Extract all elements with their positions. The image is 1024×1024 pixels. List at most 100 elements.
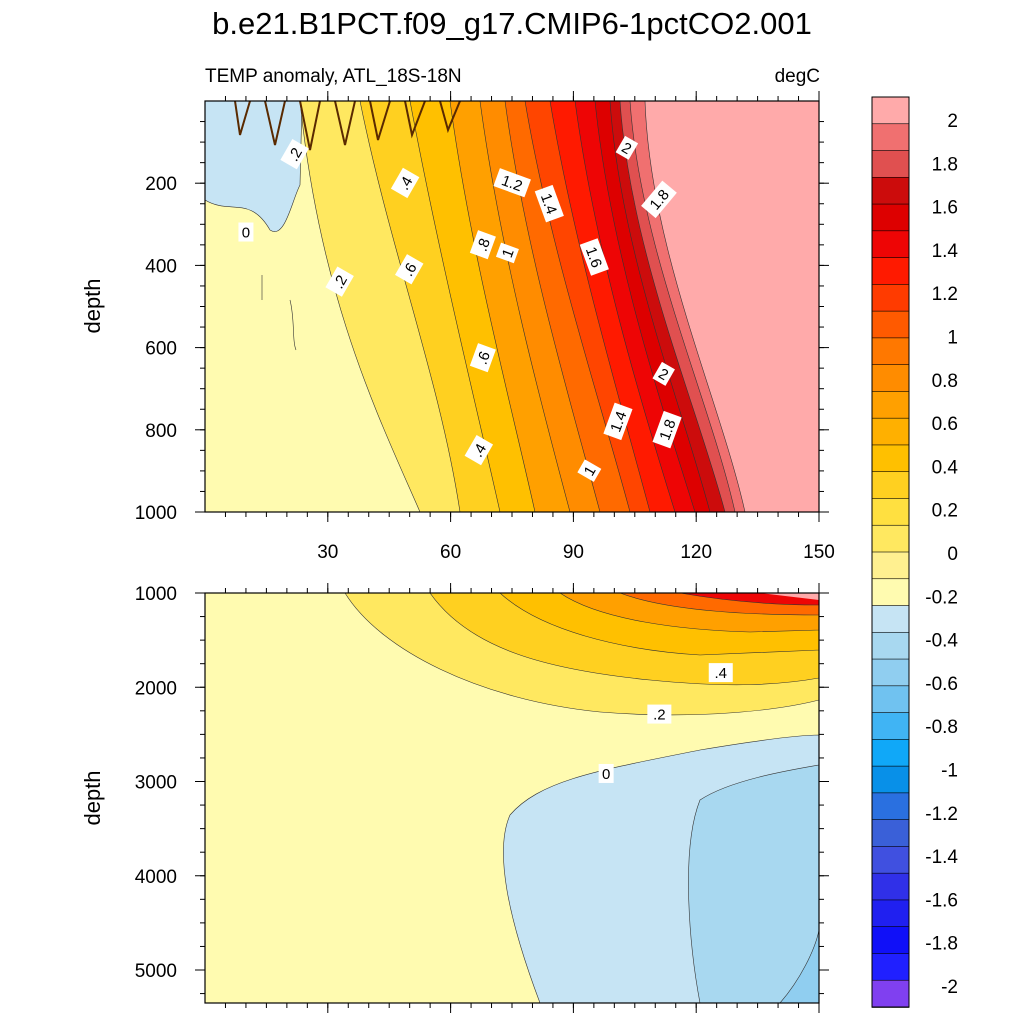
lower-y-tick-label: 4000 bbox=[135, 867, 177, 888]
contour-label: 0 bbox=[238, 222, 254, 242]
contour-label: 1.8 bbox=[652, 410, 682, 449]
colorbar-swatch bbox=[871, 444, 910, 473]
colorbar-label: 0.4 bbox=[932, 457, 959, 478]
colorbar-label: 1.4 bbox=[932, 241, 959, 262]
colorbar-label: -2 bbox=[941, 977, 958, 998]
colorbar-swatch bbox=[871, 417, 910, 446]
contour-label: .2 bbox=[325, 266, 354, 297]
colorbar-label: -1.2 bbox=[925, 804, 958, 825]
upper-y-tick-label: 200 bbox=[145, 174, 177, 195]
svg-text:1.2: 1.2 bbox=[499, 172, 524, 195]
colorbar-label: -0.6 bbox=[925, 674, 958, 695]
upper-x-tick-label: 60 bbox=[440, 542, 461, 563]
colorbar-swatch bbox=[871, 150, 910, 179]
colorbar-label: -0.2 bbox=[925, 587, 958, 608]
colorbar-label: 1.8 bbox=[932, 154, 958, 175]
colorbar-swatch bbox=[871, 364, 910, 393]
contour-label: 1.8 bbox=[641, 180, 677, 219]
upper-contour-labels: 0.2.2.4.6.8 11.21.41.61.82.6.411.4 1.82 bbox=[238, 135, 682, 482]
svg-text:0: 0 bbox=[602, 766, 610, 783]
upper-y-tick-label: 400 bbox=[145, 256, 177, 277]
upper-y-tick-label: 600 bbox=[145, 339, 177, 360]
colorbar-swatch bbox=[871, 899, 910, 928]
subtitle-right: degC bbox=[775, 66, 820, 87]
contour-label: .4 bbox=[708, 663, 733, 683]
colorbar-label: 1.2 bbox=[932, 284, 958, 305]
colorbar-swatch bbox=[871, 203, 910, 232]
contour-label: 1 bbox=[577, 459, 602, 482]
colorbar-swatch bbox=[871, 605, 910, 634]
colorbar-swatch bbox=[871, 926, 910, 955]
contour-label: 1 bbox=[495, 242, 519, 264]
upper-y-tick-label: 800 bbox=[145, 421, 177, 442]
svg-text:.6: .6 bbox=[474, 349, 494, 367]
colorbar-label: 0 bbox=[947, 544, 958, 565]
contour-label: 2 bbox=[652, 361, 675, 386]
colorbar-label: -1.4 bbox=[925, 847, 958, 868]
page-title: b.e21.B1PCT.f09_g17.CMIP6-1pctCO2.001 bbox=[212, 6, 812, 41]
colorbar-swatch bbox=[871, 176, 910, 205]
svg-text:0: 0 bbox=[242, 225, 250, 242]
svg-text:.8: .8 bbox=[474, 236, 494, 254]
contour-label: .8 bbox=[469, 230, 496, 260]
contour-label: 0 bbox=[598, 763, 614, 783]
svg-text:1.4: 1.4 bbox=[537, 191, 560, 216]
subtitle-left: TEMP anomaly, ATL_18S-18N bbox=[205, 66, 462, 87]
colorbar-swatch bbox=[871, 658, 910, 687]
colorbar-swatch bbox=[871, 96, 910, 125]
svg-text:1.4: 1.4 bbox=[607, 409, 630, 434]
colorbar-swatch bbox=[871, 524, 910, 553]
contour-label: .2 bbox=[280, 139, 309, 170]
upper-y-tick-label: 1000 bbox=[135, 503, 177, 524]
colorbar-label: 0.2 bbox=[932, 501, 958, 522]
lower-y-tick-label: 1000 bbox=[135, 584, 177, 605]
upper-x-tick-label: 120 bbox=[680, 542, 712, 563]
colorbar-label: 1.6 bbox=[932, 198, 958, 219]
colorbar-swatch bbox=[871, 498, 910, 527]
upper-y-axis-label: depth bbox=[80, 278, 105, 333]
svg-text:.2: .2 bbox=[653, 707, 666, 724]
colorbar-label: 1 bbox=[947, 328, 958, 349]
colorbar-swatch bbox=[871, 578, 910, 607]
colorbar-swatch bbox=[871, 765, 910, 794]
lower-y-axis: 1000 2000 3000 4000 5000 bbox=[135, 584, 829, 995]
contour-label: .4 bbox=[464, 434, 494, 466]
upper-x-tick-label: 30 bbox=[317, 542, 338, 563]
svg-text:1.8: 1.8 bbox=[656, 417, 679, 442]
contour-label: 1.4 bbox=[603, 402, 633, 441]
lower-y-axis-label: depth bbox=[80, 770, 105, 825]
colorbar-label: 0.8 bbox=[932, 371, 958, 392]
lower-contour-fill bbox=[205, 593, 819, 1003]
contour-label: 1.4 bbox=[534, 184, 564, 223]
upper-x-axis: 30 60 90 120 150 bbox=[224, 91, 835, 563]
colorbar-label: 0.6 bbox=[932, 414, 958, 435]
colorbar-swatch bbox=[871, 712, 910, 741]
lower-y-tick-label: 2000 bbox=[135, 678, 177, 699]
contour-label: 1.2 bbox=[493, 168, 531, 198]
colorbar-swatch bbox=[871, 631, 910, 660]
colorbar-swatch bbox=[871, 257, 910, 286]
contour-label: .2 bbox=[647, 704, 672, 724]
contour-label: .6 bbox=[469, 343, 496, 373]
upper-contour-fill bbox=[205, 101, 819, 512]
lower-contour-labels: .4 .2 0 bbox=[598, 663, 733, 783]
lower-panel: .4 .2 0 1000 2000 3000 4000 5000 depth bbox=[80, 583, 829, 1013]
colorbar-swatch bbox=[871, 310, 910, 339]
upper-x-tick-label: 150 bbox=[803, 542, 835, 563]
upper-y-axis: 200 400 600 800 1000 bbox=[135, 121, 829, 524]
lower-x-axis bbox=[224, 583, 820, 1013]
colorbar-swatch bbox=[871, 685, 910, 714]
colorbar-swatch bbox=[871, 979, 910, 1008]
svg-text:1.6: 1.6 bbox=[582, 245, 605, 270]
svg-text:.4: .4 bbox=[715, 665, 728, 682]
colorbar-swatch bbox=[871, 819, 910, 848]
colorbar-swatch bbox=[871, 739, 910, 767]
lower-y-tick-label: 5000 bbox=[135, 961, 177, 982]
colorbar-swatch bbox=[871, 391, 910, 419]
contour-label: .6 bbox=[395, 254, 424, 285]
colorbar-label: -1.6 bbox=[925, 890, 958, 911]
colorbar-label: -1 bbox=[941, 761, 958, 782]
colorbar: 2 1.8 1.6 1.4 1.2 1 0.8 0.6 0.4 0.2 0 -0.2 -0.4 -0.6 -… bbox=[871, 96, 959, 1008]
colorbar-label: -0.4 bbox=[925, 631, 958, 652]
